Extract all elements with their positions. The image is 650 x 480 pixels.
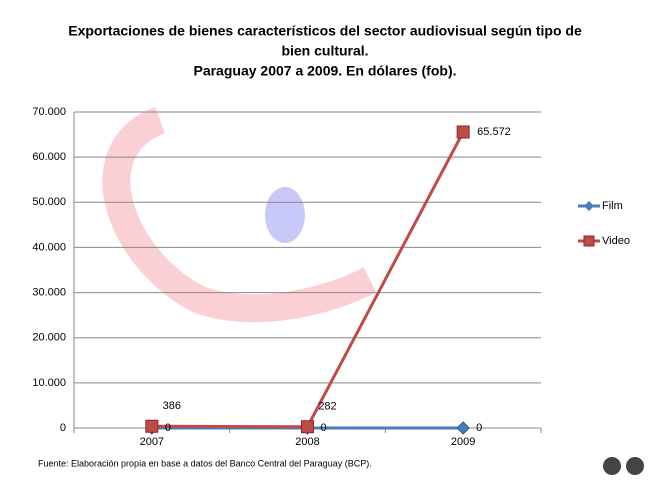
x-tick-label: 2008 — [295, 436, 319, 448]
data-label: 282 — [318, 401, 336, 413]
marker — [456, 421, 470, 435]
y-tick-label: 30.000 — [32, 286, 66, 298]
marker — [301, 420, 314, 434]
data-label: 386 — [163, 400, 181, 412]
legend-label: Video — [602, 235, 630, 247]
marker — [145, 419, 159, 433]
legend-marker — [584, 201, 594, 211]
y-tick-label: 50.000 — [32, 196, 66, 208]
watermark — [102, 106, 377, 323]
marker — [456, 125, 470, 139]
source-note: Fuente: Elaboración propia en base a dat… — [38, 458, 372, 468]
data-label: 0 — [476, 422, 482, 434]
y-tick-label: 40.000 — [32, 241, 66, 253]
chart-title: Paraguay 2007 a 2009. En dólares (fob). — [193, 63, 456, 79]
y-tick-label: 10.000 — [32, 377, 66, 389]
y-tick-label: 20.000 — [32, 332, 66, 344]
legend-label: Film — [602, 200, 623, 212]
data-label: 0 — [321, 422, 327, 434]
nav-icon[interactable] — [603, 457, 621, 475]
chart-title: Exportaciones de bienes característicos … — [68, 23, 582, 39]
data-label: 65.572 — [477, 126, 511, 138]
x-tick-label: 2009 — [451, 436, 475, 448]
y-tick-label: 60.000 — [32, 151, 66, 163]
chart-title: bien cultural. — [281, 43, 368, 59]
x-tick-label: 2007 — [140, 436, 164, 448]
y-tick-label: 0 — [60, 422, 66, 434]
y-tick-label: 70.000 — [32, 106, 66, 118]
nav-icon[interactable] — [626, 457, 644, 475]
legend-marker — [583, 235, 595, 247]
data-label: 0 — [165, 422, 171, 434]
